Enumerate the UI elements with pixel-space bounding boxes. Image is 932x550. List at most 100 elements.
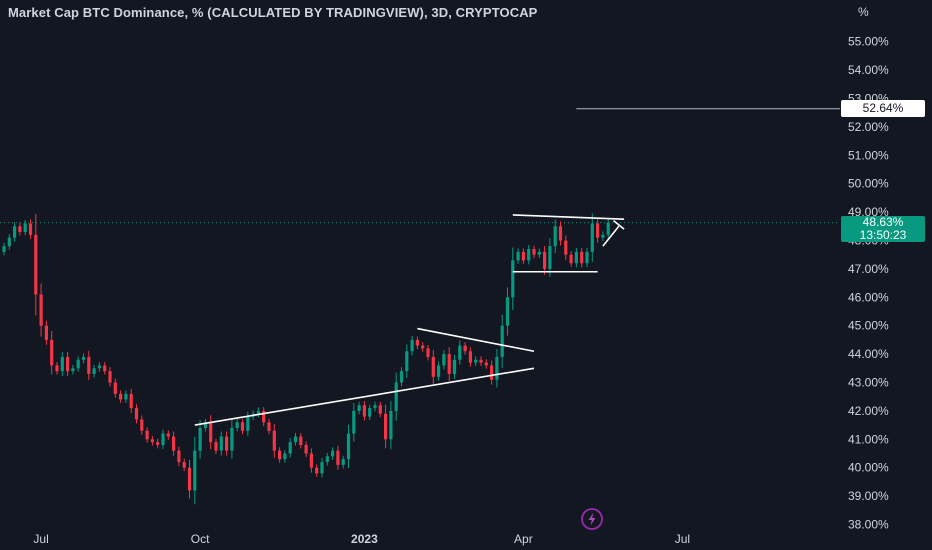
candle xyxy=(527,245,531,265)
candle xyxy=(140,415,144,435)
trendline[interactable] xyxy=(612,219,625,230)
candle xyxy=(256,407,260,418)
candle xyxy=(214,438,218,455)
candle xyxy=(596,218,600,243)
time-axis[interactable]: Jul Oct 2023 Apr Jul xyxy=(33,532,690,546)
current-price-label: 48.63% 13:50:23 xyxy=(841,216,925,242)
price-tick-label: 44.00% xyxy=(848,347,889,361)
trendline[interactable] xyxy=(417,327,535,353)
candle xyxy=(495,348,499,388)
candle xyxy=(569,251,573,267)
price-tick-label: 39.00% xyxy=(848,489,889,503)
candle xyxy=(50,330,54,375)
candle xyxy=(442,350,446,370)
candle xyxy=(145,427,149,443)
candle xyxy=(203,418,207,432)
candle xyxy=(447,347,451,381)
price-tick-label: 50.00% xyxy=(848,177,889,191)
candle xyxy=(505,287,510,336)
candle xyxy=(405,344,409,379)
candle xyxy=(458,340,462,365)
candle xyxy=(60,351,64,377)
candle xyxy=(119,390,123,403)
time-tick-label: 2023 xyxy=(351,532,378,546)
candle xyxy=(166,430,170,440)
candle xyxy=(346,424,351,469)
candle xyxy=(373,401,377,412)
candle xyxy=(172,431,176,456)
price-tick-label: 47.00% xyxy=(848,262,889,276)
candle xyxy=(315,464,319,477)
candle xyxy=(283,450,287,463)
candle xyxy=(225,431,229,456)
price-tick-label: 52.00% xyxy=(848,120,889,134)
candle xyxy=(39,283,43,337)
trendline[interactable] xyxy=(512,214,625,220)
candle xyxy=(468,347,472,367)
candle xyxy=(28,219,33,239)
candle xyxy=(13,222,17,242)
candle xyxy=(362,401,366,421)
candle xyxy=(209,415,213,450)
candle xyxy=(299,433,303,449)
drawings[interactable] xyxy=(194,108,840,426)
candle xyxy=(537,248,541,259)
lightning-bolt-icon[interactable] xyxy=(580,507,604,531)
candle xyxy=(23,220,27,236)
candle xyxy=(288,438,292,458)
candle xyxy=(219,431,223,456)
bar-countdown: 13:50:23 xyxy=(859,228,907,242)
candle xyxy=(187,459,192,499)
candle xyxy=(558,221,563,246)
time-tick-label: Jul xyxy=(33,532,48,546)
candle xyxy=(87,350,91,380)
candle xyxy=(71,364,75,375)
candle xyxy=(421,342,425,352)
candle xyxy=(278,447,282,463)
candle xyxy=(97,362,101,372)
candle xyxy=(564,235,568,260)
candles xyxy=(2,213,610,505)
candle xyxy=(161,429,165,449)
candle xyxy=(34,213,38,316)
time-tick-label: Apr xyxy=(514,532,533,546)
candle xyxy=(66,351,70,377)
candle xyxy=(606,218,610,240)
candle xyxy=(580,247,584,268)
candle xyxy=(325,452,329,466)
candle xyxy=(490,360,494,385)
price-tick-label: 55.00% xyxy=(848,35,889,49)
candle xyxy=(150,435,154,446)
candle xyxy=(304,441,308,457)
candle xyxy=(590,213,594,262)
candle xyxy=(309,448,313,473)
price-axis[interactable]: 38.00% 39.00% 40.00% 41.00% 42.00% 43.00% 44.0… xyxy=(848,35,889,532)
candle xyxy=(103,362,107,375)
candle xyxy=(368,404,372,420)
candle xyxy=(474,356,478,367)
candle xyxy=(394,372,398,421)
price-tick-label: 41.00% xyxy=(848,432,889,446)
trendline[interactable] xyxy=(194,367,535,426)
candle xyxy=(108,367,112,387)
candle xyxy=(113,378,117,398)
candle xyxy=(410,335,414,356)
trendline[interactable] xyxy=(602,225,620,247)
candle xyxy=(357,401,361,415)
price-tick-label: 46.00% xyxy=(848,290,889,304)
price-tick-label: 49.00% xyxy=(848,205,889,219)
time-tick-label: Jul xyxy=(675,532,690,546)
candle xyxy=(399,367,404,387)
candle xyxy=(463,342,467,355)
candle xyxy=(235,418,239,432)
candle xyxy=(384,404,388,449)
candle xyxy=(500,314,504,368)
chart-title: Market Cap BTC Dominance, % (CALCULATED … xyxy=(8,5,538,20)
candle xyxy=(129,388,133,414)
candle xyxy=(177,446,181,466)
price-tick-label: 40.00% xyxy=(848,461,889,475)
candle xyxy=(18,222,22,236)
price-tick-label: 38.00% xyxy=(848,518,889,532)
candle xyxy=(378,401,382,418)
